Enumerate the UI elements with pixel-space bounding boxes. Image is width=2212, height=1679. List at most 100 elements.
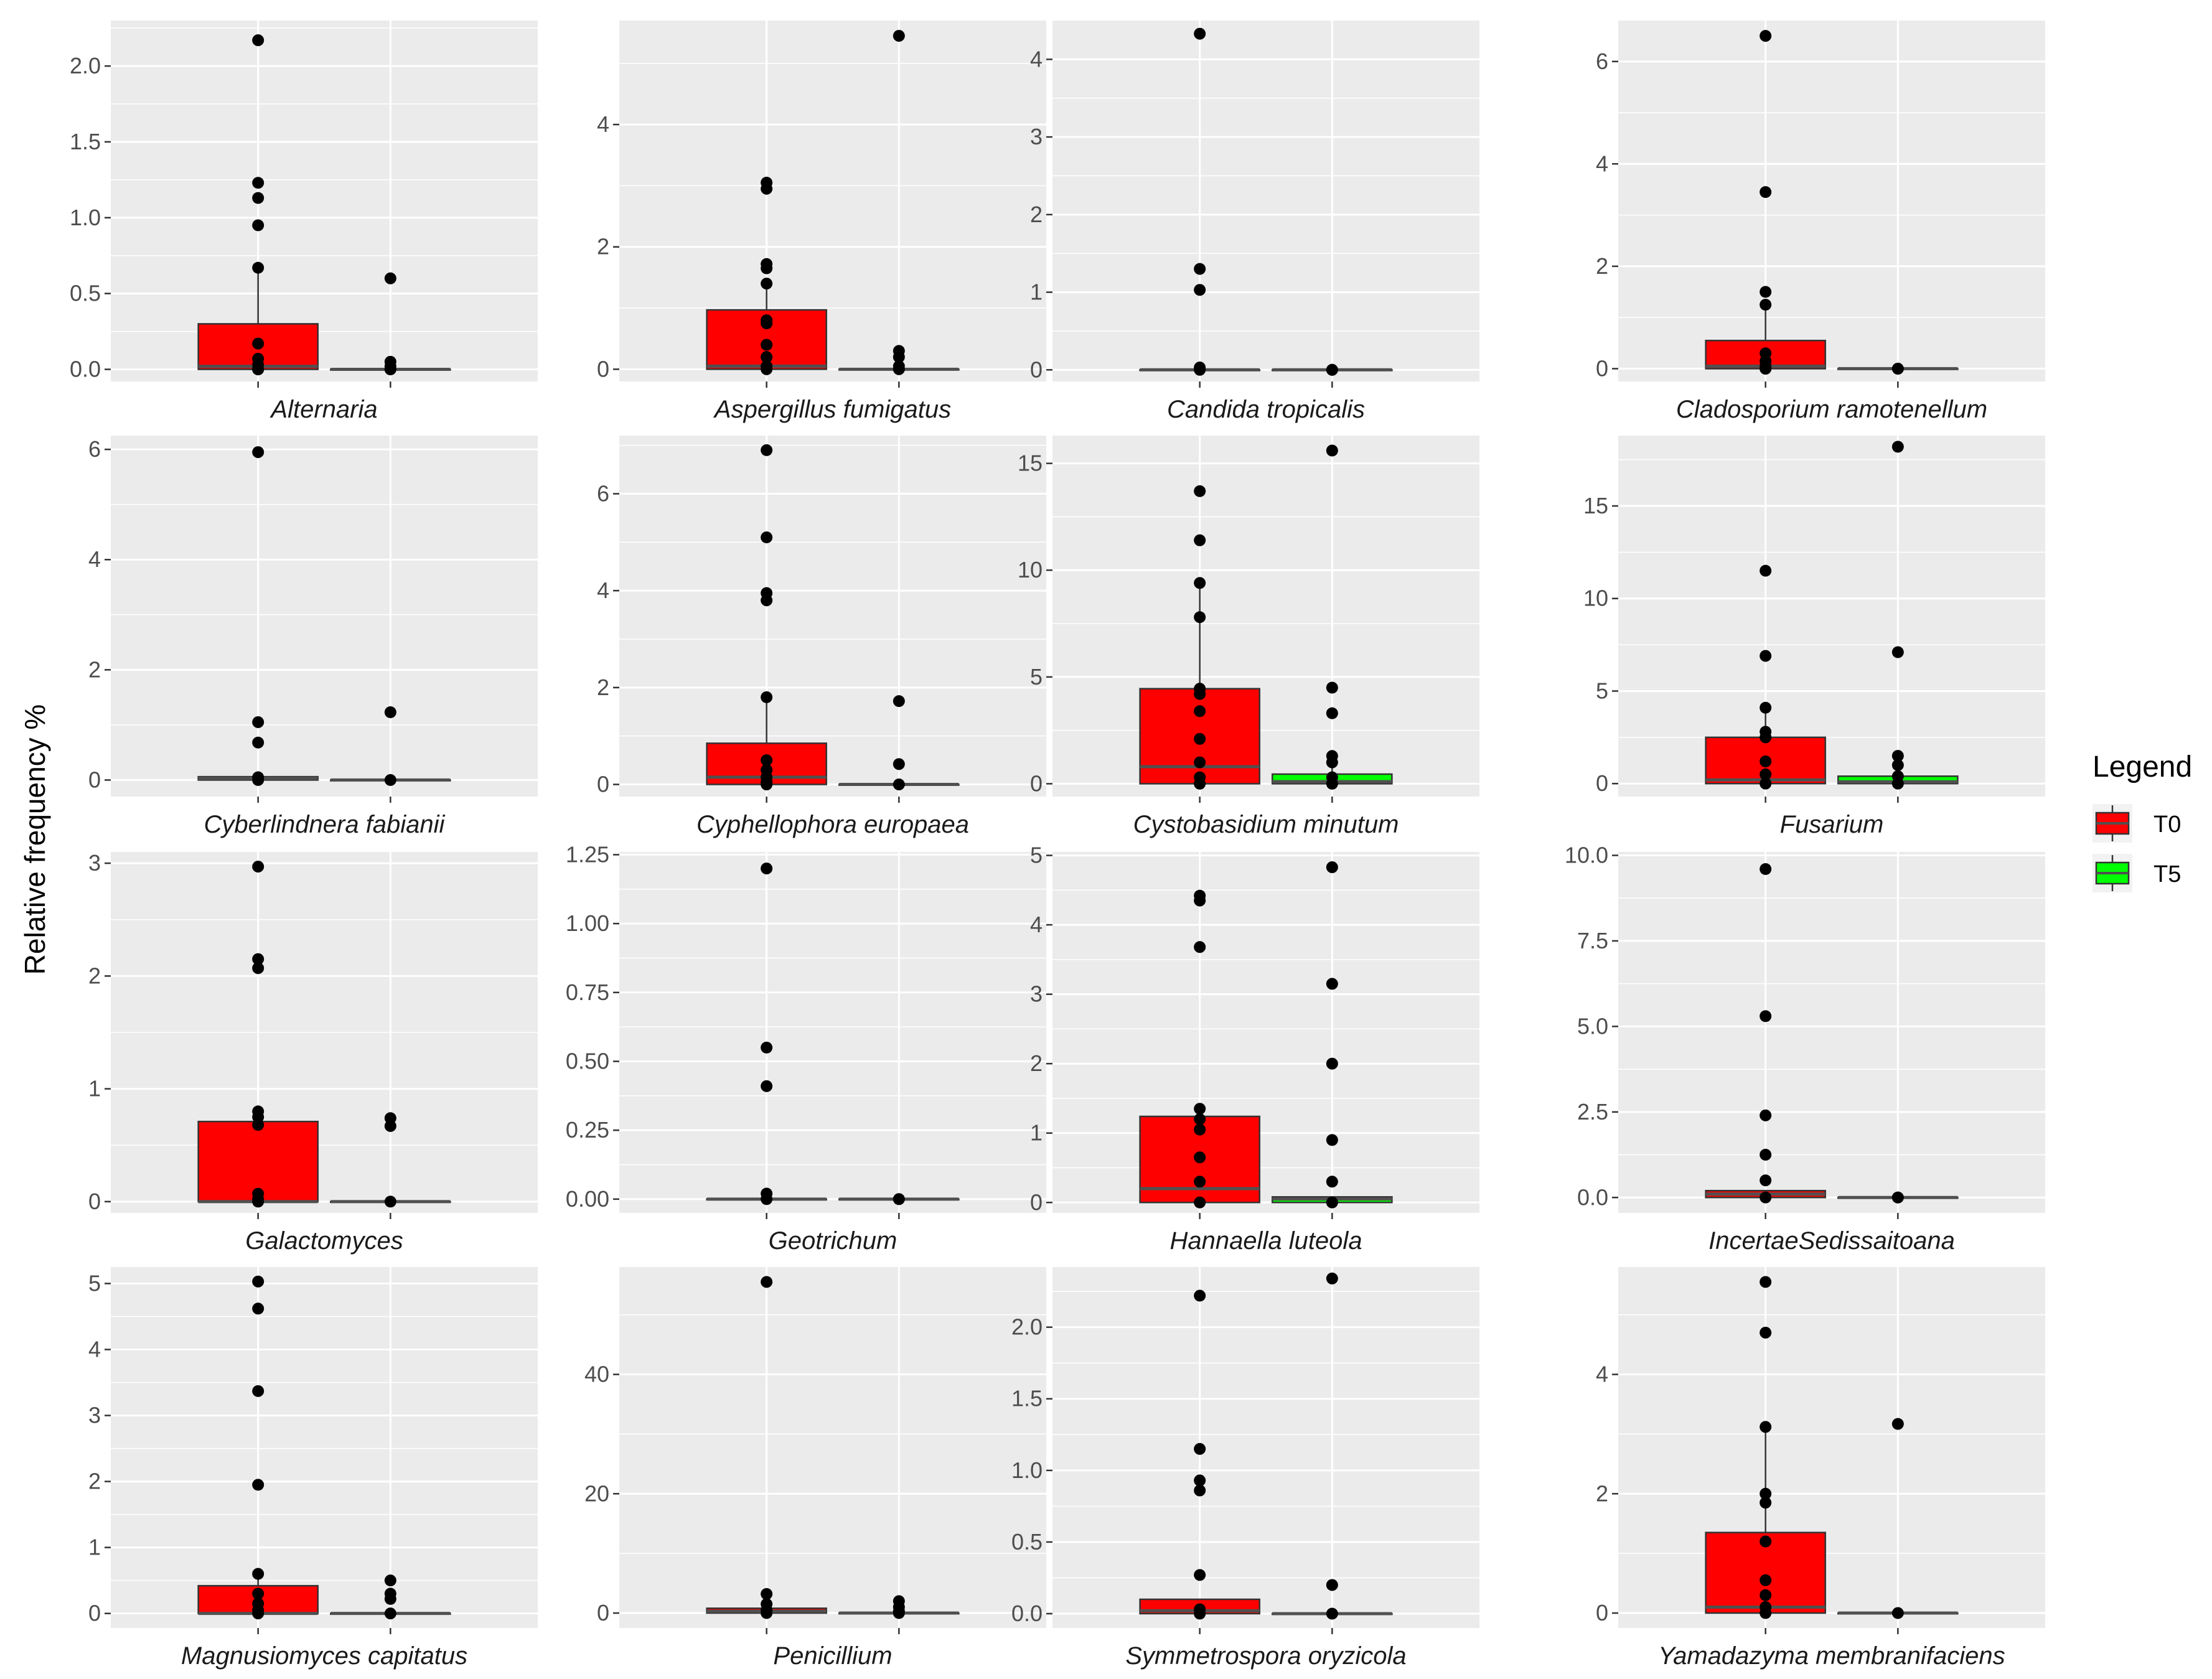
data-point: [252, 716, 265, 728]
data-point: [1760, 1174, 1772, 1187]
data-point: [1326, 978, 1338, 990]
data-point: [1760, 564, 1772, 577]
data-point: [252, 1479, 265, 1491]
data-point: [384, 1592, 396, 1605]
y-tick-label: 2: [88, 1469, 101, 1494]
data-point: [761, 317, 773, 330]
data-point: [1760, 186, 1772, 199]
panel-background: [1618, 852, 2045, 1213]
legend-label: T5: [2153, 861, 2181, 887]
data-point: [252, 337, 265, 350]
data-point: [1760, 650, 1772, 662]
data-point: [893, 351, 905, 363]
data-point: [1194, 732, 1206, 745]
facet-panel: 0 1 2 3 4 5 Hannaella luteola: [1030, 843, 1479, 1255]
data-point: [1760, 1326, 1772, 1339]
y-tick-label: 1.0: [70, 205, 101, 230]
y-tick-label: 0.0: [1577, 1184, 1608, 1210]
data-point: [1760, 1535, 1772, 1548]
y-tick-label: 1: [1030, 279, 1043, 305]
data-point: [252, 446, 265, 459]
data-point: [1326, 1272, 1338, 1284]
data-point: [1760, 1487, 1772, 1500]
data-point: [1194, 1569, 1206, 1581]
data-point: [1326, 1134, 1338, 1146]
data-point: [1891, 646, 1904, 658]
data-point: [1194, 363, 1206, 376]
y-tick-label: 4: [88, 1337, 101, 1362]
y-tick-label: 6: [1596, 49, 1608, 74]
panel-background: [1618, 1267, 2045, 1628]
y-tick-label: 0.0: [70, 357, 101, 382]
panel-background: [619, 852, 1046, 1213]
data-point: [761, 531, 773, 543]
y-tick-label: 15: [1583, 493, 1608, 518]
y-tick-label: 1: [88, 1535, 101, 1560]
legend-title: Legend: [2092, 751, 2192, 783]
y-tick-label: 0: [1596, 355, 1608, 381]
y-tick-label: 4: [597, 578, 609, 603]
data-point: [1194, 284, 1206, 296]
data-point: [1760, 1149, 1772, 1161]
data-point: [761, 182, 773, 195]
data-point: [1326, 1607, 1338, 1620]
data-point: [1194, 1474, 1206, 1487]
data-point: [384, 706, 396, 719]
y-tick-label: 2: [88, 657, 101, 682]
y-tick-label: 15: [1018, 451, 1043, 476]
data-point: [893, 363, 905, 375]
data-point: [1194, 1103, 1206, 1115]
y-tick-label: 2: [1596, 1480, 1608, 1506]
data-point: [761, 1041, 773, 1054]
panel-background: [111, 1267, 538, 1628]
y-tick-label: 4: [1596, 1362, 1608, 1387]
data-point: [761, 363, 773, 375]
panel-background: [1052, 436, 1479, 797]
y-tick-label: 0.50: [566, 1048, 609, 1073]
facet-panel: 0 5 10 15 Fusarium: [1583, 436, 2045, 838]
data-point: [1760, 30, 1772, 42]
data-point: [1760, 1607, 1772, 1619]
data-point: [1326, 1579, 1338, 1591]
y-tick-label: 1.5: [70, 129, 101, 154]
y-tick-label: 2.0: [70, 53, 101, 78]
data-point: [1891, 777, 1904, 790]
data-point: [1194, 534, 1206, 546]
y-tick-label: 0: [1030, 357, 1043, 382]
data-point: [1760, 1276, 1772, 1288]
data-point: [1891, 362, 1904, 375]
data-point: [761, 691, 773, 703]
data-point: [1326, 1196, 1338, 1209]
data-point: [761, 779, 773, 791]
y-tick-label: 0: [88, 1601, 101, 1626]
y-tick-label: 10: [1018, 557, 1043, 582]
y-tick-label: 1: [88, 1076, 101, 1101]
facet-panel: 0 1 2 3 Galactomyces: [88, 850, 538, 1255]
facet-label: Penicillium: [773, 1642, 892, 1670]
data-point: [1891, 1418, 1904, 1430]
data-point: [384, 774, 396, 786]
legend-item-t5: T5: [2092, 854, 2181, 892]
y-tick-label: 0.00: [566, 1186, 609, 1212]
facet-panel: 0.0 0.5 1.0 1.5 2.0 Alternaria: [70, 21, 538, 423]
data-point: [252, 1607, 265, 1620]
data-point: [1326, 444, 1338, 457]
data-point: [384, 272, 396, 284]
y-tick-label: 6: [88, 436, 101, 462]
y-tick-label: 0.0: [1011, 1601, 1043, 1626]
data-point: [1891, 750, 1904, 762]
y-tick-label: 0: [88, 1189, 101, 1214]
y-tick-label: 1.0: [1011, 1457, 1043, 1483]
data-point: [1760, 1191, 1772, 1204]
data-point: [252, 1385, 265, 1397]
facet-label: Alternaria: [269, 396, 377, 423]
data-point: [761, 1193, 773, 1205]
data-point: [1760, 1497, 1772, 1509]
facet-panel: 0.0 0.5 1.0 1.5 2.0 Symmetrospora oryzicola: [1011, 1267, 1479, 1670]
data-point: [1760, 768, 1772, 780]
data-point: [1194, 941, 1206, 953]
facet-label: Symmetrospora oryzicola: [1125, 1642, 1406, 1670]
data-point: [1760, 1574, 1772, 1586]
y-tick-label: 7.5: [1577, 928, 1608, 953]
panel-background: [619, 21, 1046, 381]
